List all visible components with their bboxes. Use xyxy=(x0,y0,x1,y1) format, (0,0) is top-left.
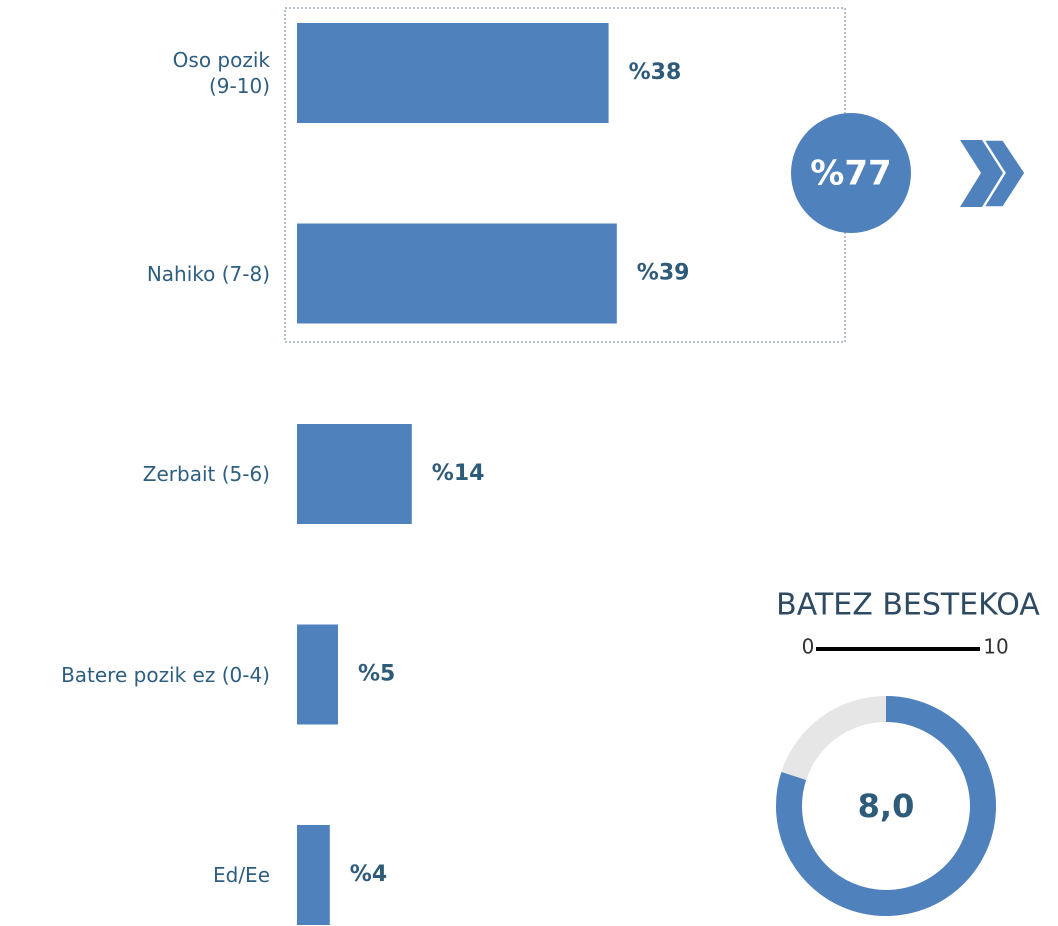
value-label: %4 xyxy=(350,862,387,887)
category-label: Nahiko (7-8) xyxy=(146,261,270,286)
bar xyxy=(297,825,330,925)
chevron xyxy=(982,139,1026,208)
bar xyxy=(297,23,609,123)
bar xyxy=(297,424,412,524)
average-title: BATEZ BESTEKOA xyxy=(776,588,1040,623)
chevron xyxy=(960,140,1003,207)
category-label: Ed/Ee xyxy=(212,863,270,887)
value-label: %14 xyxy=(432,461,485,486)
value-label: %39 xyxy=(637,261,690,286)
value-label: %38 xyxy=(629,60,682,85)
category-label: Oso pozik (9-10) xyxy=(172,48,270,98)
total-circle xyxy=(791,113,911,233)
scale-min: 0 xyxy=(802,635,815,659)
value-label: %5 xyxy=(358,662,395,687)
group-box xyxy=(284,7,846,343)
average-label: 8,0 xyxy=(858,787,915,825)
bar xyxy=(297,223,617,324)
donut-arc xyxy=(776,696,996,916)
category-label: Batere pozik ez (0-4) xyxy=(61,662,270,687)
total-label: %77 xyxy=(810,154,891,194)
category-label: Zerbait (5-6) xyxy=(142,462,270,486)
bar xyxy=(297,624,338,725)
scale-max: 10 xyxy=(983,635,1008,659)
